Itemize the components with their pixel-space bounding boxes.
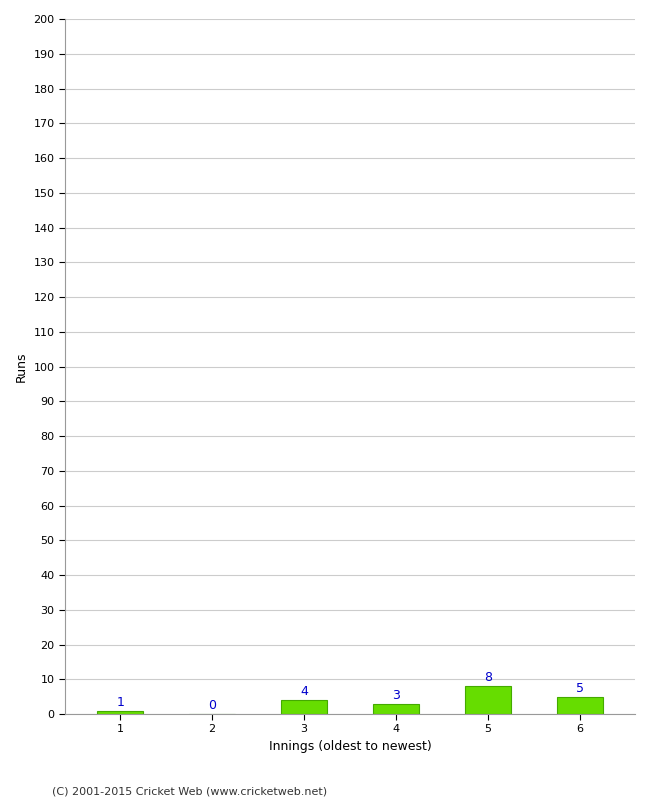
Text: (C) 2001-2015 Cricket Web (www.cricketweb.net): (C) 2001-2015 Cricket Web (www.cricketwe… [52, 786, 327, 796]
Bar [465, 686, 511, 714]
Text: 4: 4 [300, 686, 308, 698]
X-axis label: Innings (oldest to newest): Innings (oldest to newest) [268, 740, 432, 753]
Bar [373, 704, 419, 714]
Text: 8: 8 [484, 671, 492, 685]
Bar [98, 710, 143, 714]
Text: 1: 1 [116, 696, 124, 709]
Bar [281, 700, 327, 714]
Bar [557, 697, 603, 714]
Text: 3: 3 [392, 689, 400, 702]
Text: 0: 0 [208, 699, 216, 712]
Text: 5: 5 [576, 682, 584, 695]
Y-axis label: Runs: Runs [15, 351, 28, 382]
